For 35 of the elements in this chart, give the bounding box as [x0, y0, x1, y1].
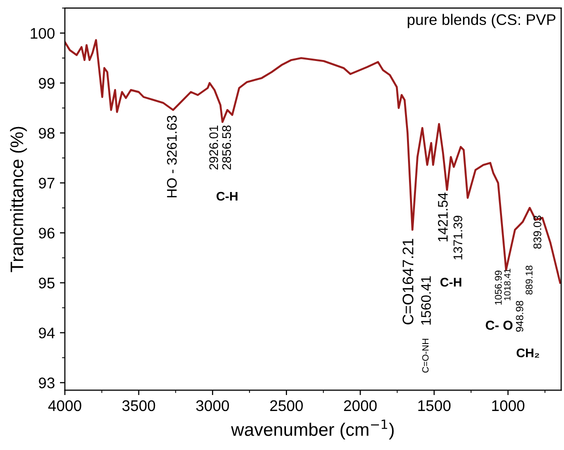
annotation: 948.98 — [516, 300, 524, 332]
annotation: C-H — [216, 192, 238, 201]
annotation: 889.18 — [526, 266, 533, 295]
chart-title: pure blends (CS: PVP — [408, 14, 556, 28]
x-tick-label: 4000 — [48, 400, 82, 412]
x-tick-label: 3500 — [122, 400, 156, 412]
y-tick-label: 98 — [38, 128, 54, 139]
annotation: 1018.41 — [504, 268, 510, 300]
x-tick-label: 3000 — [196, 400, 229, 412]
annotation: 1056.99 — [494, 270, 502, 305]
y-tick-label: 93 — [38, 378, 54, 388]
y-tick-label: 94 — [38, 328, 55, 338]
annotation: HO - 3261.63 — [166, 116, 177, 198]
x-tick-label: 2000 — [344, 400, 377, 412]
y-tick-label: 96 — [38, 228, 54, 239]
annotation: C=O-NH — [422, 338, 429, 373]
y-tick-label: 99 — [38, 78, 54, 89]
annotation: CH₂ — [516, 348, 540, 358]
y-tick-label: 97 — [38, 178, 54, 189]
x-axis-title: wavenumber (cm$^{−1}$) — [231, 420, 394, 440]
annotation: C- O — [486, 320, 513, 330]
x-tick-label: 2500 — [270, 400, 303, 412]
annotation: 1560.41 — [421, 276, 431, 325]
x-tick-label: 1500 — [418, 400, 451, 412]
y-tick-label: 95 — [38, 278, 54, 288]
annotation: 1371.39 — [453, 216, 462, 260]
y-tick-label: 100 — [30, 28, 55, 39]
annotation: 2856.58 — [222, 126, 232, 170]
annotation: C-H — [440, 278, 462, 287]
annotation: 1421.54 — [438, 192, 448, 242]
annotation: C=O1647.21 — [402, 238, 414, 324]
annotation: 2926.01 — [209, 126, 218, 170]
x-tick-label: 1000 — [492, 400, 524, 412]
annotation: 839.03 — [533, 216, 542, 249]
y-axis-title: Trancmittance (%) — [10, 126, 27, 272]
